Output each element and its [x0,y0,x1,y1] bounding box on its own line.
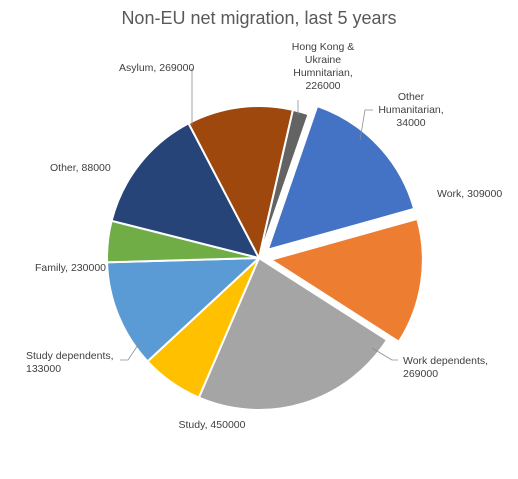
data-label-asylum: Asylum, 269000 [119,62,194,74]
data-label-other: Other, 88000 [50,162,111,174]
data-label-family: Family, 230000 [35,262,106,274]
pie-slice-asylum [110,121,261,260]
leader-line-study-dependents [120,341,141,361]
data-label-other-humanitarian: Other Humanitarian, 34000 [378,91,443,129]
pie-slice-other-humanitarian [258,108,310,259]
leader-line-work-dependents [371,347,398,361]
pie-slice-work-dependents [268,217,424,344]
pie-slice-family [106,256,262,363]
data-label-study-dependents: Study dependents, 133000 [26,350,114,375]
data-label-hong-kong-ukraine-humnitarian: Hong Kong & Ukraine Humnitarian, 226000 [292,41,354,92]
leader-line-other-humanitarian [359,109,373,141]
pie-slice-work [266,104,416,252]
data-label-study: Study, 450000 [179,419,246,431]
chart-title: Non-EU net migration, last 5 years [121,8,397,28]
data-label-work: Work, 309000 [437,188,502,200]
data-label-work-dependents: Work dependents, 269000 [403,355,488,380]
pie-slice-study [197,256,389,411]
